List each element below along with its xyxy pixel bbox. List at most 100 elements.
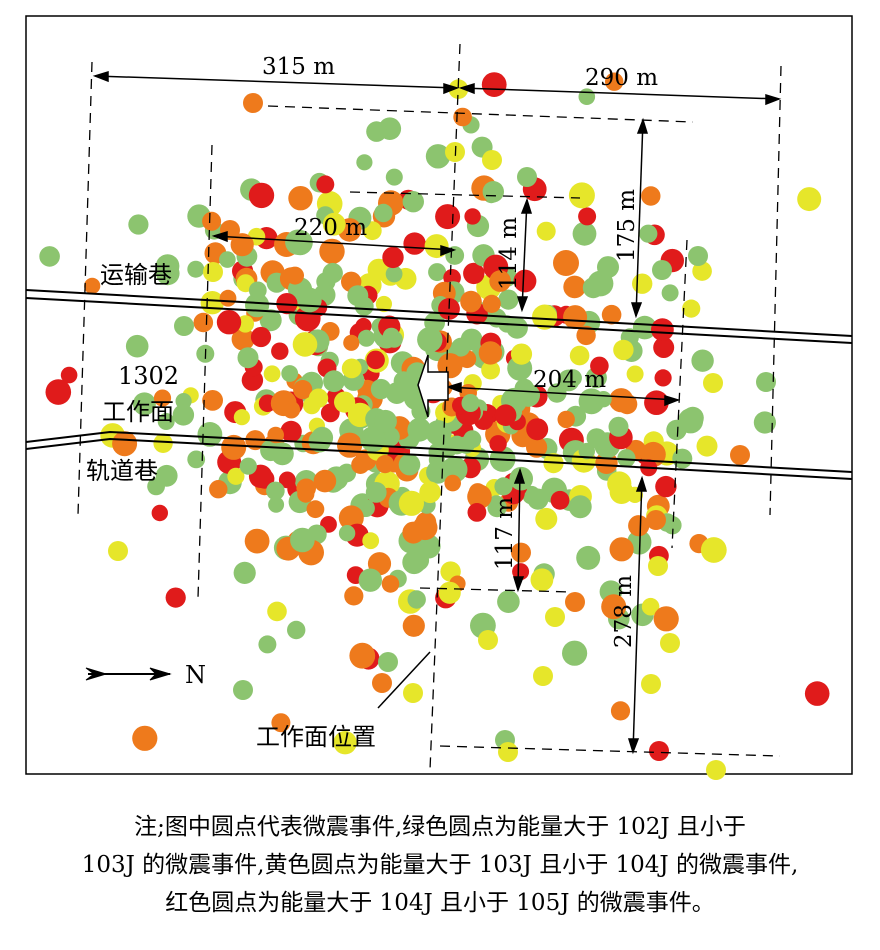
dimension-arrows	[92, 70, 782, 755]
event-dot	[227, 467, 245, 485]
event-dot	[382, 327, 401, 346]
event-dot	[236, 315, 254, 333]
event-dot	[626, 365, 644, 383]
event-dot	[526, 436, 548, 458]
event-dot	[266, 481, 285, 501]
event-dot	[511, 542, 531, 563]
event-dot	[601, 304, 622, 325]
event-dot	[545, 607, 565, 627]
event-dot	[308, 388, 329, 408]
event-dot	[417, 326, 443, 353]
dim-117: 117 m	[492, 497, 518, 570]
dim-204: 204 m	[533, 367, 606, 393]
event-dot	[494, 404, 517, 427]
event-dot	[399, 379, 420, 400]
event-dot	[453, 107, 472, 127]
event-dot	[165, 587, 186, 608]
dim-175: 175 m	[614, 189, 640, 262]
event-dot	[464, 208, 481, 225]
event-dot	[497, 590, 520, 613]
event-dot	[375, 295, 392, 313]
event-dot	[481, 360, 500, 380]
event-dot	[271, 342, 289, 360]
event-dot	[260, 439, 282, 462]
event-dot	[655, 475, 677, 498]
event-dot	[233, 409, 250, 426]
event-dot	[343, 334, 360, 351]
event-dot	[730, 445, 750, 465]
event-dot	[513, 269, 537, 293]
event-dot	[438, 581, 461, 604]
event-dot	[216, 310, 242, 335]
microseismic-event-map: N 315 m 290 m 220 m 204 m 175 m 114 m 11…	[25, 15, 853, 780]
event-dot	[435, 204, 461, 230]
event-dot	[372, 673, 392, 693]
dim-114: 114 m	[496, 217, 522, 290]
event-dot	[576, 325, 596, 346]
event-dot	[481, 72, 507, 97]
map-labels: 运输巷 1302 工作面 轨道巷 工作面位置	[86, 261, 376, 751]
event-dot	[233, 561, 256, 585]
event-dot	[644, 390, 669, 416]
event-dot	[381, 575, 400, 593]
event-dot	[672, 448, 693, 469]
event-dot	[203, 262, 223, 282]
event-dot	[517, 167, 537, 187]
event-dot	[601, 594, 627, 620]
north-label: N	[185, 661, 206, 689]
event-dot	[239, 457, 257, 475]
event-dot	[586, 428, 607, 449]
caption-line-2: 103J 的微震事件,黄色圆点为能量大于 103J 且小于 104J 的微震事件…	[81, 852, 799, 878]
dim-220: 220 m	[294, 215, 367, 241]
face-number-label: 1302	[118, 362, 179, 390]
event-dot	[424, 234, 449, 259]
event-dot	[595, 391, 612, 408]
event-dot	[498, 742, 518, 762]
event-dot	[365, 482, 387, 503]
event-dot	[287, 620, 306, 640]
event-dot	[313, 469, 337, 493]
event-dot	[250, 326, 272, 348]
event-dot	[231, 327, 255, 351]
event-dot	[605, 72, 624, 91]
event-dot	[700, 537, 727, 563]
event-dot	[125, 334, 149, 358]
event-dot	[202, 211, 222, 231]
event-dot	[319, 238, 345, 265]
event-dot	[286, 266, 304, 285]
event-dot	[613, 339, 634, 361]
event-dot	[641, 597, 660, 616]
event-dot	[187, 260, 205, 278]
event-dot	[419, 481, 441, 504]
event-dot	[535, 507, 558, 530]
event-dot	[378, 652, 398, 672]
event-dot	[237, 347, 259, 369]
event-dot	[132, 725, 158, 751]
face-position-label: 工作面位置	[256, 723, 376, 751]
event-dot	[412, 515, 438, 541]
event-dot	[280, 420, 302, 443]
event-dot	[45, 379, 72, 405]
event-dot	[797, 187, 822, 212]
event-dot	[322, 262, 343, 284]
event-dot	[678, 408, 704, 434]
figure-caption: 注;图中圆点代表微震事件,绿色圆点为能量大于 102J 且小于 103J 的微震…	[0, 808, 880, 922]
event-dot	[532, 304, 558, 330]
event-dot	[187, 450, 206, 469]
event-dot	[489, 270, 511, 292]
event-dot	[568, 182, 595, 209]
event-dot	[565, 592, 585, 612]
event-dot	[347, 285, 369, 307]
event-dot	[530, 568, 554, 592]
event-dot	[398, 453, 421, 476]
event-dot	[489, 435, 507, 453]
event-dot	[385, 168, 403, 186]
event-dot	[651, 318, 674, 341]
event-dot	[649, 741, 669, 761]
event-dot	[293, 380, 313, 400]
event-dot	[536, 221, 556, 241]
event-dot	[402, 614, 425, 637]
event-dot	[753, 411, 777, 434]
event-dot	[632, 315, 657, 340]
event-dot	[172, 404, 195, 426]
